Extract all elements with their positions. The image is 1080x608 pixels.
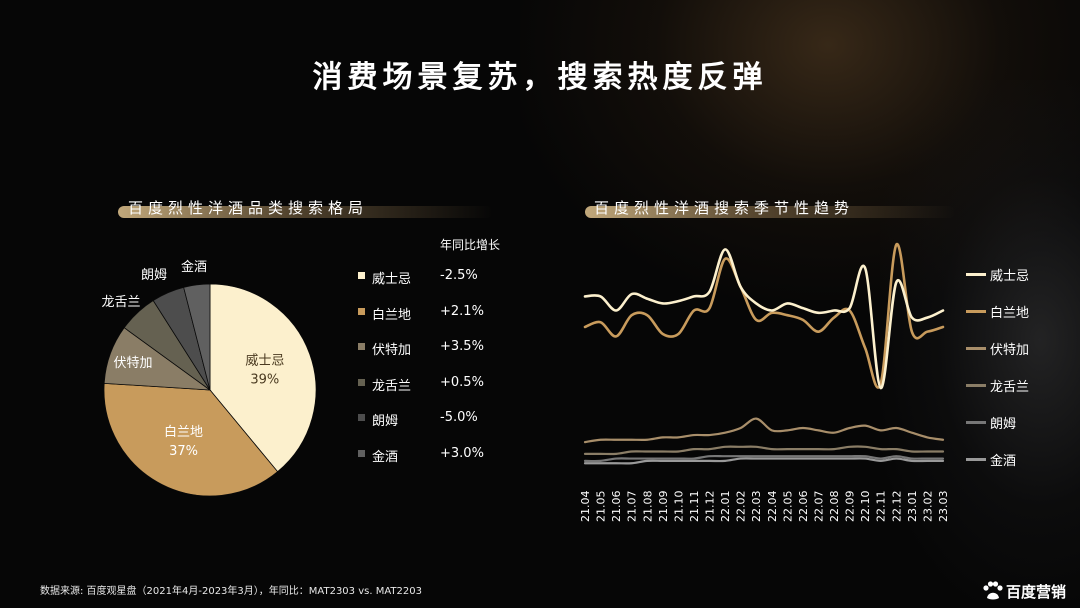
growth-category-name: 金酒 bbox=[372, 449, 399, 465]
x-tick-label: 21.08 bbox=[641, 491, 654, 523]
legend-line-swatch bbox=[966, 347, 986, 350]
x-tick-label: 21.06 bbox=[610, 491, 623, 523]
pie-slice-5 bbox=[183, 283, 211, 391]
growth-category-name: 朗姆 bbox=[372, 414, 399, 429]
pie-label-value-0: 39% bbox=[250, 372, 279, 387]
x-tick-label: 21.09 bbox=[657, 491, 670, 523]
line-series-2 bbox=[583, 417, 945, 444]
x-tick-label: 21.11 bbox=[688, 491, 701, 523]
brand-name: 百度营销 bbox=[1006, 583, 1067, 601]
line-series-5 bbox=[583, 457, 945, 465]
x-tick-label: 22.09 bbox=[844, 491, 857, 523]
x-tick-label: 22.05 bbox=[781, 491, 794, 523]
background-glow-top bbox=[520, 0, 1080, 300]
x-tick-label: 21.07 bbox=[626, 491, 639, 523]
growth-value: +2.1% bbox=[440, 303, 484, 319]
legend-label: 金酒 bbox=[990, 454, 1017, 469]
legend-label: 威士忌 bbox=[990, 269, 1030, 284]
growth-category-name: 白兰地 bbox=[372, 307, 412, 323]
x-tick-label: 23.01 bbox=[906, 491, 919, 523]
right-section-title-bar bbox=[585, 206, 955, 218]
data-source-note: 数据来源: 百度观星盘（2021年4月-2023年3月），年同比：MAT2303… bbox=[40, 586, 422, 597]
legend-swatch bbox=[358, 272, 365, 279]
x-tick-label: 21.05 bbox=[595, 491, 608, 523]
growth-category-name: 龙舌兰 bbox=[372, 378, 412, 394]
growth-header: 年同比增长 bbox=[440, 238, 501, 252]
legend-label: 白兰地 bbox=[990, 306, 1030, 321]
legend-label: 龙舌兰 bbox=[990, 380, 1030, 395]
legend-swatch bbox=[358, 378, 365, 386]
left-section-title: 百度烈性洋酒品类搜索格局 bbox=[128, 199, 369, 217]
pie-label-name-5: 金酒 bbox=[181, 259, 207, 275]
growth-value: -5.0% bbox=[440, 410, 478, 425]
pie-slice-0 bbox=[209, 283, 317, 473]
legend-swatch bbox=[358, 343, 365, 350]
pie-slice-1 bbox=[103, 382, 279, 497]
x-tick-label: 22.03 bbox=[750, 491, 763, 523]
paw-icon bbox=[983, 581, 1003, 600]
legend-label: 朗姆 bbox=[990, 417, 1017, 432]
legend-swatch bbox=[358, 449, 365, 457]
x-tick-label: 22.06 bbox=[797, 491, 810, 523]
x-tick-label: 22.01 bbox=[719, 491, 732, 523]
x-tick-label: 22.11 bbox=[875, 491, 888, 523]
legend-line-swatch bbox=[966, 384, 986, 387]
growth-value: +0.5% bbox=[440, 374, 484, 390]
x-tick-label: 21.04 bbox=[579, 491, 592, 523]
line-series-0 bbox=[583, 248, 945, 390]
left-section-title-bar bbox=[118, 206, 493, 218]
legend-line-swatch bbox=[966, 458, 986, 461]
legend-line-swatch bbox=[966, 273, 986, 276]
x-tick-label: 22.07 bbox=[812, 491, 825, 523]
x-tick-label: 23.02 bbox=[921, 491, 934, 523]
x-tick-label: 22.08 bbox=[828, 491, 841, 523]
x-tick-label: 22.04 bbox=[766, 491, 779, 523]
legend-swatch bbox=[358, 307, 365, 315]
legend-line-swatch bbox=[966, 421, 986, 424]
right-section-title: 百度烈性洋酒搜索季节性趋势 bbox=[594, 199, 855, 217]
x-tick-label: 21.12 bbox=[704, 491, 717, 523]
growth-category-name: 伏特加 bbox=[372, 343, 412, 358]
line-series-4 bbox=[583, 454, 945, 463]
x-tick-label: 22.12 bbox=[890, 491, 903, 523]
background-glow-right bbox=[880, 80, 1080, 600]
growth-value: -2.5% bbox=[440, 268, 478, 283]
pie-label-name-0: 威士忌 bbox=[245, 353, 284, 368]
x-tick-label: 21.10 bbox=[672, 491, 685, 523]
legend-line-swatch bbox=[966, 310, 986, 313]
pie-label-name-2: 伏特加 bbox=[113, 356, 152, 371]
pie-label-name-1: 白兰地 bbox=[164, 424, 203, 440]
growth-value: +3.5% bbox=[440, 339, 484, 354]
x-tick-label: 23.03 bbox=[937, 491, 950, 523]
x-tick-label: 22.10 bbox=[859, 491, 872, 523]
growth-category-name: 威士忌 bbox=[372, 272, 412, 287]
line-chart: 21.04 21.05 21.06 21.07 21.08 21.09 21.10 21.11… bbox=[579, 243, 950, 523]
line-series-1 bbox=[583, 243, 945, 389]
growth-value: +3.0% bbox=[440, 445, 484, 461]
pie-label-name-3: 龙舌兰 bbox=[101, 295, 140, 310]
x-tick-label: 22.02 bbox=[735, 491, 748, 523]
legend-label: 伏特加 bbox=[990, 343, 1030, 358]
pie-label-value-1: 37% bbox=[169, 444, 198, 459]
legend-swatch bbox=[358, 414, 365, 421]
pie-label-name-4: 朗姆 bbox=[141, 268, 167, 283]
line-series-3 bbox=[583, 445, 945, 456]
page-title: 消费场景复苏，搜索热度反弹 bbox=[312, 60, 768, 95]
